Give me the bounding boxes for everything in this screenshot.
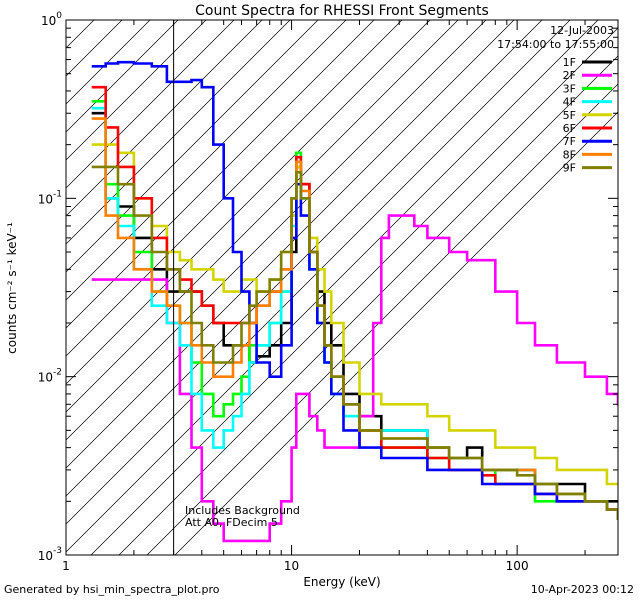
annotation-background: Includes Background xyxy=(185,504,300,517)
x-tick-label: 1 xyxy=(62,559,70,573)
series-line-5f xyxy=(91,143,618,486)
y-tick-label: 10-1 xyxy=(38,189,62,206)
y-tick-base: 10 xyxy=(38,371,53,385)
x-axis-label: Energy (keV) xyxy=(303,575,380,589)
x-tick-label: 10 xyxy=(284,559,299,573)
chart-title: Count Spectra for RHESSI Front Segments xyxy=(195,3,489,19)
legend-label: 3F xyxy=(563,82,576,95)
series-line-9f xyxy=(91,165,618,520)
y-tick-base: 10 xyxy=(41,14,56,28)
y-tick-base: 10 xyxy=(38,549,53,563)
series-line-4f xyxy=(91,106,618,516)
footer-timestamp: 10-Apr-2023 00:12 xyxy=(530,583,634,596)
hatched-region xyxy=(66,20,618,555)
annotation-attenuator: Att A0, FDecim 5 xyxy=(185,516,278,529)
y-tick-label: 100 xyxy=(41,11,62,28)
legend-label: 5F xyxy=(563,109,576,122)
y-tick-base: 10 xyxy=(38,192,53,206)
series-line-2f xyxy=(91,214,618,543)
footer-generated-by: Generated by hsi_min_spectra_plot.pro xyxy=(4,583,220,596)
header-time-range: 17:54:00 to 17:55:00 xyxy=(497,38,614,51)
y-tick-exponent: -3 xyxy=(53,546,62,556)
legend-label: 2F xyxy=(563,69,576,82)
y-axis-label: counts cm⁻² s⁻¹ keV⁻¹ xyxy=(5,222,19,354)
legend-label: 9F xyxy=(563,162,576,175)
x-tick-label: 100 xyxy=(506,559,529,573)
legend-label: 8F xyxy=(563,148,576,161)
legend-label: 1F xyxy=(563,56,576,69)
series-group xyxy=(91,60,618,543)
y-tick-exponent: -2 xyxy=(53,368,62,378)
y-tick-exponent: 0 xyxy=(56,11,62,21)
series-line-3f xyxy=(91,100,618,520)
header-date: 12-Jul-2003 xyxy=(550,24,614,37)
y-tick-label: 10-3 xyxy=(38,546,62,563)
plot-frame xyxy=(65,19,619,556)
legend-label: 6F xyxy=(563,122,576,135)
series-line-6f xyxy=(91,85,618,520)
y-tick-label: 10-2 xyxy=(38,368,62,385)
legend-label: 7F xyxy=(563,135,576,148)
legend-label: 4F xyxy=(563,96,576,109)
y-tick-exponent: -1 xyxy=(53,189,62,199)
